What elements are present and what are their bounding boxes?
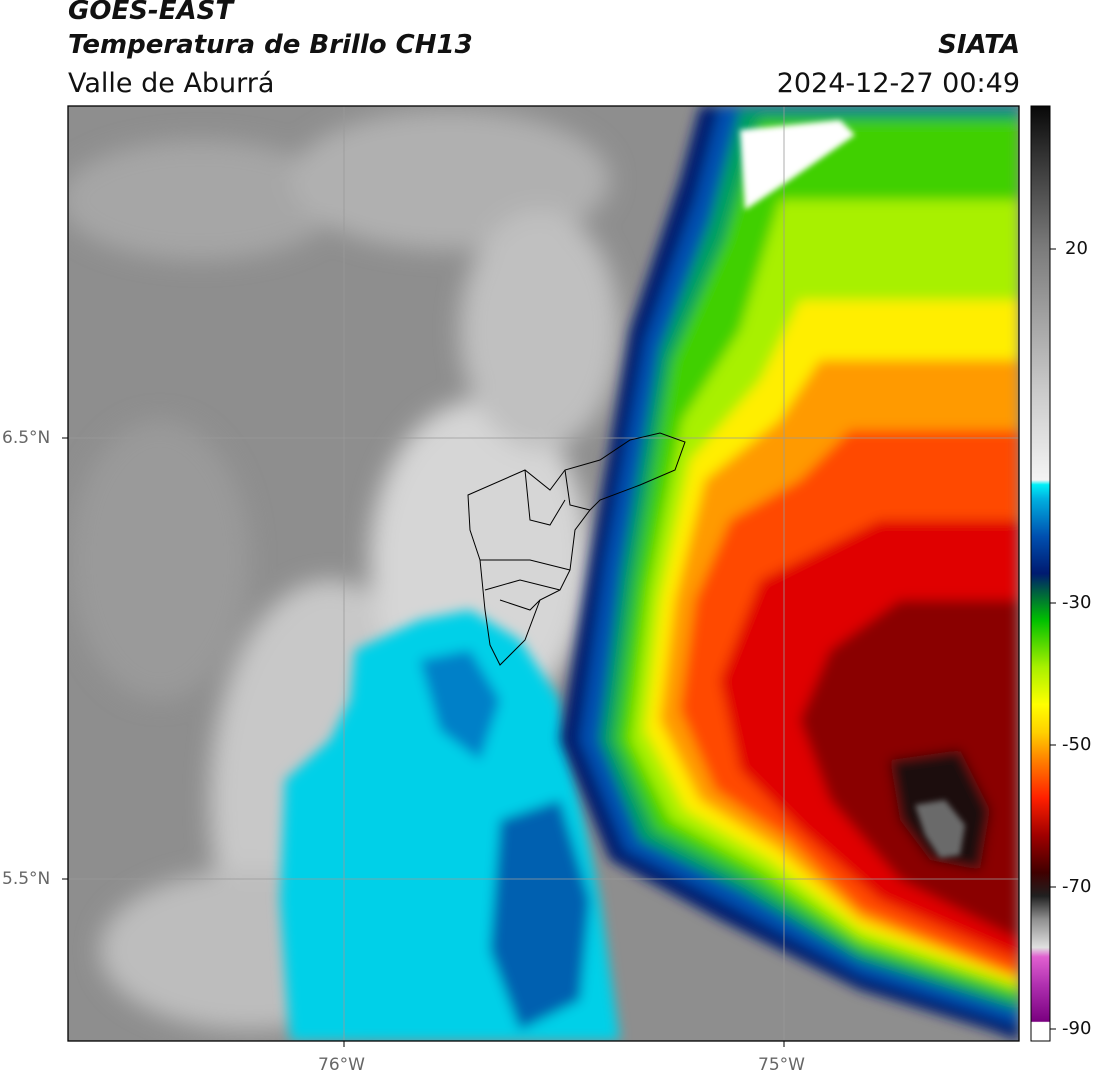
lat-label-6-5n: 6.5°N (2, 428, 51, 448)
colorbar-tick-20: 20 (1065, 238, 1088, 259)
colorbar-tick-neg70: -70 (1062, 876, 1092, 897)
lon-label-75w: 75°W (758, 1055, 805, 1075)
colorbar-tick-neg30: -30 (1062, 592, 1092, 613)
graticule (68, 106, 1019, 1041)
satellite-title: GOES-EAST (68, 0, 234, 26)
region-label: Valle de Aburrá (68, 68, 275, 99)
map-frame (67, 105, 1020, 1042)
colorbar-tick-neg50: -50 (1062, 734, 1092, 755)
brightness-temperature-field (68, 106, 1019, 1041)
colorbar-ticks (1050, 248, 1056, 1030)
lon-label-76w: 76°W (318, 1055, 365, 1075)
colorbar-tick-neg90: -90 (1062, 1018, 1092, 1039)
lat-label-5-5n: 5.5°N (2, 869, 51, 889)
product-title: Temperatura de Brillo CH13 (68, 30, 473, 60)
datetime-label: 2024-12-27 00:49 (776, 68, 1020, 99)
agency-label: SIATA (938, 30, 1020, 60)
municipal-boundaries (467, 432, 686, 666)
colorbar (1030, 105, 1051, 1042)
